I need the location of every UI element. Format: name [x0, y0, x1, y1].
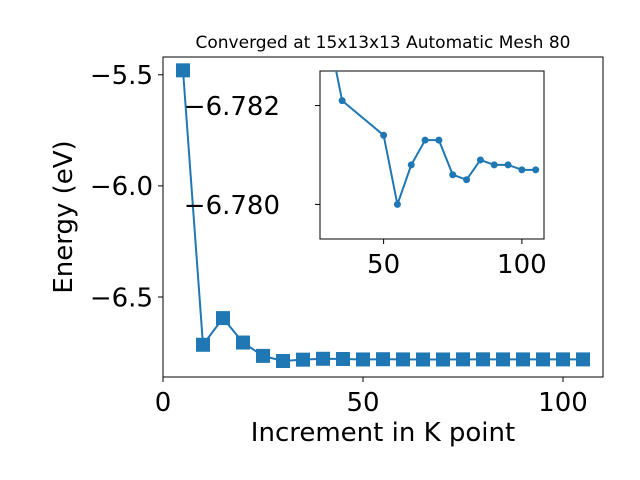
- main-x-tick-label: 100: [538, 388, 588, 418]
- main-y-tick-label: −5.5: [90, 61, 153, 91]
- main-data-point: [576, 352, 590, 367]
- main-x-ticks: 0 50 100: [155, 377, 588, 418]
- inset-data-point: [380, 131, 388, 139]
- main-data-point: [536, 352, 550, 367]
- chart-title: Converged at 15x13x13 Automatic Mesh 80: [196, 33, 571, 53]
- main-chart: Converged at 15x13x13 Automatic Mesh 80 …: [49, 33, 604, 448]
- main-data-point: [336, 352, 350, 366]
- main-data-point: [396, 352, 410, 367]
- main-x-tick-label: 50: [346, 388, 379, 418]
- inset-x-tick-label: 100: [497, 250, 547, 280]
- main-x-tick-label: 0: [155, 388, 172, 418]
- main-data-point: [496, 352, 510, 367]
- inset-data-point: [393, 200, 401, 208]
- main-data-point: [376, 352, 390, 367]
- inset-data-point: [449, 171, 457, 179]
- inset-data-point: [476, 156, 484, 164]
- inset-plot-frame: [319, 70, 545, 240]
- inset-y-tick-label: −6.782: [184, 92, 280, 122]
- main-data-point: [436, 352, 450, 367]
- main-data-point: [296, 352, 310, 367]
- main-data-point: [236, 335, 250, 350]
- main-series: [176, 63, 590, 368]
- inset-data-point: [504, 161, 512, 169]
- inset-data-point: [532, 166, 540, 174]
- inset-x-ticks: 50 100: [367, 239, 547, 280]
- main-data-point: [516, 352, 530, 367]
- x-axis-label: Increment in K point: [251, 418, 515, 448]
- inset-data-point: [518, 166, 526, 174]
- inset-data-point: [435, 136, 443, 144]
- y-axis-label: Energy (eV): [49, 140, 79, 293]
- main-data-point: [276, 354, 290, 368]
- main-y-ticks: −5.5 −6.0 −6.5: [90, 61, 163, 313]
- inset-chart: 50 100 −6.782 −6.780: [184, 70, 547, 280]
- inset-data-point: [463, 176, 471, 184]
- main-plot-frame: [162, 56, 604, 378]
- main-y-tick-label: −6.0: [90, 172, 153, 202]
- main-data-point: [476, 352, 490, 367]
- main-data-point: [256, 348, 270, 363]
- main-data-point: [556, 352, 570, 367]
- inset-data-point: [490, 161, 498, 169]
- inset-series: [335, 71, 540, 208]
- main-y-tick-label: −6.5: [90, 283, 153, 313]
- inset-y-ticks: −6.782 −6.780: [184, 92, 320, 221]
- main-data-point: [196, 337, 210, 352]
- main-data-point: [356, 352, 370, 367]
- inset-y-tick-label: −6.780: [184, 191, 280, 221]
- inset-x-tick-label: 50: [367, 250, 400, 280]
- main-data-point: [416, 352, 430, 367]
- main-data-point: [176, 63, 190, 78]
- main-data-point: [216, 311, 230, 326]
- inset-data-point: [338, 97, 346, 105]
- inset-data-point: [407, 161, 415, 169]
- main-data-point: [316, 351, 330, 366]
- inset-data-point: [421, 136, 429, 144]
- main-data-point: [456, 352, 470, 367]
